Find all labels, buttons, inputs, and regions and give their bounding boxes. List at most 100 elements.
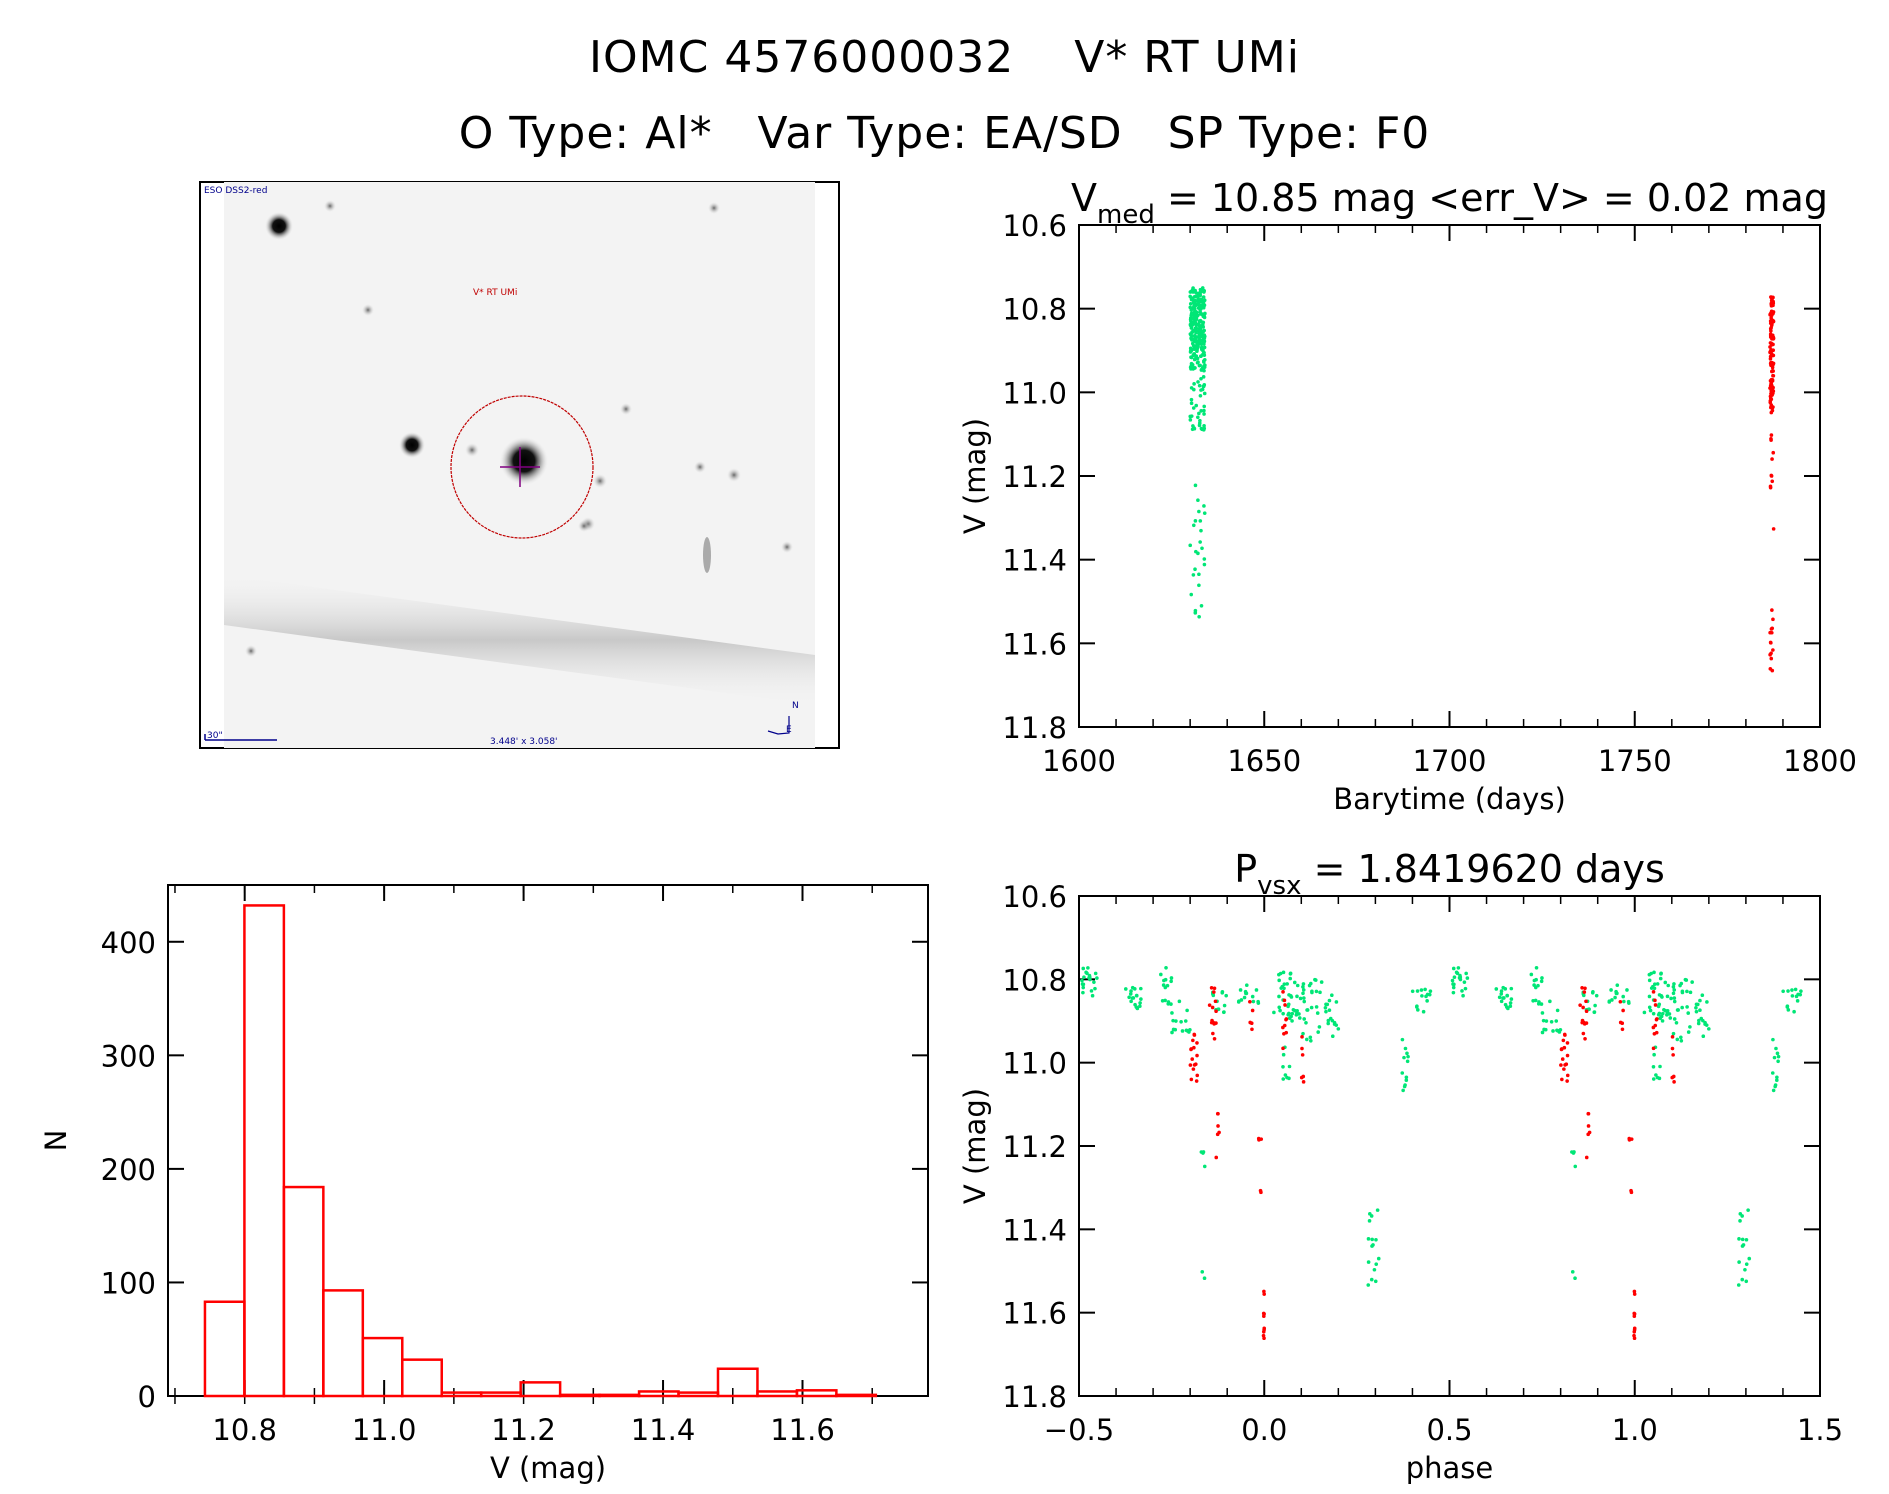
green-point (1200, 546, 1204, 551)
green-point (1591, 990, 1595, 994)
red-point (1768, 652, 1772, 657)
green-point (1190, 330, 1195, 334)
green-point (1095, 976, 1099, 980)
green-point (1290, 1011, 1295, 1016)
red-point (1768, 312, 1773, 316)
green-point (1192, 357, 1197, 362)
red-point (1560, 1077, 1564, 1082)
histogram-bar (401, 1358, 443, 1398)
green-point (1202, 315, 1207, 320)
green-point (1318, 990, 1322, 995)
green-point (1198, 304, 1203, 309)
green-point (1195, 349, 1199, 354)
green-point (1123, 987, 1128, 991)
y-tick-label: 11.4 (1002, 544, 1067, 578)
red-point (1191, 1067, 1196, 1071)
red-point (1209, 1020, 1214, 1025)
green-point (1679, 1039, 1684, 1043)
red-point (1211, 1031, 1215, 1036)
green-point (1555, 1008, 1560, 1013)
red-point (1770, 390, 1775, 395)
histogram-bar (440, 1391, 483, 1398)
green-point (1544, 1019, 1549, 1023)
green-point (1196, 498, 1200, 502)
green-point (1198, 318, 1203, 323)
green-point (1286, 1004, 1290, 1009)
green-point (1297, 1016, 1302, 1020)
green-point (1669, 996, 1673, 1001)
green-point (1165, 983, 1170, 988)
histogram-bar (637, 1390, 680, 1398)
green-point (1324, 1002, 1328, 1007)
green-point (1282, 982, 1287, 986)
red-point (1207, 1003, 1212, 1007)
green-point (1419, 988, 1424, 992)
green-point (1776, 1054, 1781, 1059)
green-point (1196, 322, 1201, 326)
red-point (1621, 1008, 1625, 1013)
green-point (1690, 980, 1694, 984)
green-point (1427, 992, 1432, 997)
green-point (1281, 1052, 1286, 1057)
red-point (1584, 1155, 1589, 1160)
green-point (1573, 1276, 1577, 1281)
green-point (1304, 1037, 1309, 1042)
green-point (1290, 1019, 1294, 1023)
red-point (1769, 342, 1774, 347)
green-point (1404, 1078, 1409, 1083)
green-point (1529, 972, 1534, 977)
green-point (1323, 1005, 1328, 1010)
green-point (1314, 1005, 1319, 1009)
red-point (1632, 1329, 1637, 1334)
red-point (1770, 457, 1774, 461)
red-point (1769, 474, 1774, 478)
red-point (1769, 329, 1773, 333)
title-line1: IOMC 4576000032 V* RT UMi (589, 32, 1300, 83)
green-point (1282, 986, 1286, 991)
green-point (1188, 543, 1193, 548)
red-point (1562, 1032, 1567, 1037)
green-point (1505, 993, 1510, 998)
green-point (1536, 1002, 1541, 1006)
green-point (1372, 1267, 1377, 1272)
red-point (1281, 1025, 1285, 1030)
green-point (1660, 1011, 1665, 1016)
red-point (1284, 1017, 1289, 1021)
green-point (1792, 1009, 1796, 1014)
green-point (1592, 1010, 1597, 1015)
green-point (1694, 1005, 1698, 1010)
title-main: P (1234, 847, 1257, 891)
green-point (1506, 1006, 1510, 1011)
green-point (1790, 994, 1795, 998)
green-point (1308, 1035, 1313, 1040)
red-point (1195, 1053, 1199, 1058)
y-tick-label: 0 (138, 1380, 156, 1414)
green-point (1199, 354, 1203, 358)
green-point (1366, 1237, 1371, 1241)
green-point (1189, 308, 1194, 312)
green-point (1657, 1011, 1662, 1016)
red-point (1768, 399, 1773, 403)
green-point (1370, 1244, 1374, 1248)
x-tick-label: 1.0 (1612, 1413, 1658, 1447)
green-point (1698, 1008, 1702, 1012)
green-point (1164, 965, 1168, 970)
red-point (1586, 1132, 1590, 1137)
green-point (1665, 994, 1670, 999)
green-point (1738, 1219, 1742, 1223)
green-point (1675, 1037, 1680, 1042)
green-point (1317, 1025, 1322, 1029)
light-curve-title: Vmed = 10.85 mag <err_V> = 0.02 mag (1071, 176, 1828, 230)
green-point (1191, 353, 1196, 358)
green-point (1189, 311, 1194, 316)
green-point (1771, 1037, 1775, 1042)
green-point (1615, 983, 1620, 988)
green-point (1089, 989, 1094, 993)
green-point (1197, 329, 1202, 334)
green-point (1508, 1004, 1513, 1009)
green-point (1660, 995, 1664, 999)
green-point (1402, 1055, 1406, 1060)
phase-curve-title: Pvsx = 1.8419620 days (1234, 847, 1665, 901)
green-point (1202, 404, 1207, 409)
red-point (1249, 1021, 1254, 1026)
